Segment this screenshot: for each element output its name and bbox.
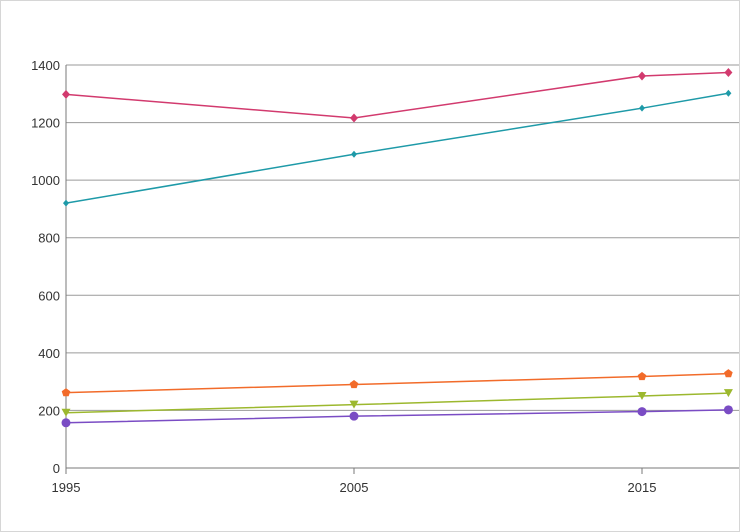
x-tick-label-2005: 2005 — [340, 480, 369, 495]
series-2-point-2005 — [351, 150, 357, 158]
series-1-point-2015 — [638, 71, 646, 81]
series-2-line — [65, 92, 729, 204]
y-tick-label-1400: 1400 — [31, 58, 60, 73]
series-3-point-2015 — [637, 371, 647, 381]
series-4 — [61, 389, 733, 417]
series-5-point-2005 — [349, 411, 359, 421]
series-5-point-1995 — [61, 418, 71, 428]
x-tick-label-2015: 2015 — [628, 480, 657, 495]
label-layer: 0 200 400 600 800 1000 1200 1400 1995 2005 2015 — [31, 58, 656, 495]
series-3-point-1995 — [61, 388, 71, 397]
series-3-line — [65, 372, 729, 394]
series-1 — [62, 67, 733, 123]
series-5-point-2015 — [637, 407, 647, 417]
y-tick-label-400: 400 — [38, 346, 60, 361]
series-2-point-2015 — [639, 104, 645, 112]
y-tick-label-1000: 1000 — [31, 173, 60, 188]
series-4-line — [65, 392, 729, 414]
series-3 — [61, 369, 733, 397]
series-5 — [61, 405, 733, 428]
series-4-point-2015 — [637, 392, 647, 401]
y-tick-label-600: 600 — [38, 288, 60, 303]
series-layer — [61, 67, 733, 428]
series-5-line — [65, 409, 729, 424]
series-2-point-1995 — [63, 199, 69, 207]
series-1-point-2005 — [350, 113, 358, 123]
y-tick-label-0: 0 — [53, 461, 60, 476]
series-1-point-1995 — [62, 89, 70, 99]
series-5-point-2018 — [723, 405, 733, 415]
series-2 — [63, 89, 732, 207]
y-tick-label-1200: 1200 — [31, 116, 60, 131]
y-tick-label-800: 800 — [38, 231, 60, 246]
axis-layer — [65, 65, 739, 474]
grid-layer — [66, 64, 739, 411]
x-tick-label-1995: 1995 — [52, 480, 81, 495]
series-1-point-2018 — [724, 67, 733, 77]
series-3-point-2005 — [349, 380, 359, 389]
series-4-point-2005 — [349, 400, 359, 409]
series-4-point-1995 — [61, 408, 71, 417]
series-2-point-2018 — [725, 89, 732, 97]
series-4-point-2018 — [723, 389, 733, 398]
series-1-line — [65, 71, 729, 119]
series-3-point-2018 — [724, 369, 733, 378]
y-tick-label-200: 200 — [38, 403, 60, 418]
